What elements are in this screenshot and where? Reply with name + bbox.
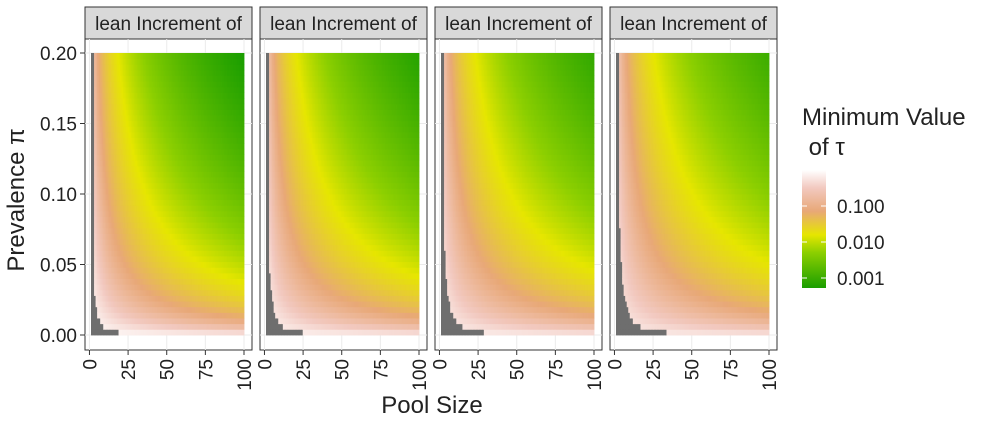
facet-strip-label: lean Increment of [95,14,243,35]
heatmap-tile [242,205,244,211]
heatmap-tile [242,177,244,183]
heatmap-tile [242,160,244,166]
heatmap-tile [242,284,244,290]
heatmap-tile [242,329,244,335]
heatmap-tile [242,166,244,172]
heatmap-tile [242,217,244,223]
heatmap-tile [242,155,244,161]
heatmap-tile [242,250,244,256]
heatmap-tile [242,290,244,296]
heatmap-tile [242,188,244,194]
heatmap-tile [242,194,244,200]
heatmap-tile [242,222,244,228]
heatmap-tile [242,279,244,285]
heatmap-tile [242,171,244,177]
heatmap-tile [242,267,244,273]
heatmap-tile [242,228,244,234]
heatmap-tile [242,183,244,189]
heatmap-tile [242,301,244,307]
heatmap-tile [242,324,244,330]
heatmap-tile [242,211,244,217]
heatmap-tile [242,256,244,262]
heatmap-tile [242,273,244,279]
heatmap-tile [242,233,244,239]
heatmap-tile [242,307,244,313]
heatmap-tile [242,296,244,302]
heatmap-tile [242,312,244,318]
heatmap-tile [242,239,244,245]
heatmap-tile [242,245,244,251]
heatmap-tile [242,318,244,324]
heatmap-tile [242,200,244,206]
heatmap-tile [242,262,244,268]
